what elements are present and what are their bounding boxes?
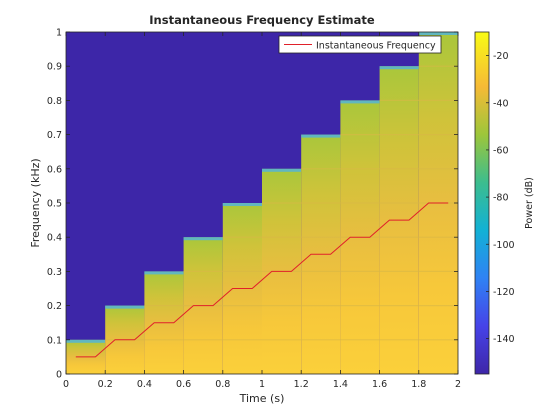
y-tick-label: 0.3	[47, 267, 62, 278]
spectrogram-step-edge	[418, 32, 458, 35]
plot-area	[65, 31, 459, 375]
y-tick-label: 0.7	[47, 130, 62, 141]
x-tick-label: 1.4	[333, 379, 348, 390]
y-tick-label: 0.2	[47, 301, 62, 312]
colorbar-tick-label: -80	[493, 193, 509, 204]
spectrogram-step-edge	[66, 339, 106, 343]
x-tick-label: 1.8	[411, 379, 426, 390]
colorbar-tick-label: -100	[493, 240, 515, 251]
spectrogram-step-edge	[222, 203, 262, 206]
legend-box	[278, 35, 442, 54]
y-tick-label: 1	[56, 28, 62, 39]
colorbar-gradient	[474, 31, 490, 375]
y-tick-label: 0.5	[47, 199, 62, 210]
legend: Instantaneous Frequency	[278, 35, 442, 54]
y-tick-label: 0.4	[47, 233, 62, 244]
x-tick-label: 0.2	[98, 379, 113, 390]
x-tick-label: 0	[63, 379, 69, 390]
spectrogram-step-edge	[379, 66, 419, 70]
colorbar: -20 -40 -60 -80 -100 -120 -140 Power (dB)	[474, 31, 535, 375]
legend-entry-label: Instantaneous Frequency	[316, 41, 436, 52]
y-tick-label: 0.6	[47, 164, 62, 175]
x-axis-label: Time (s)	[239, 392, 285, 405]
colorbar-tick-label: -120	[493, 287, 515, 298]
spectrogram-step-edge	[340, 100, 380, 104]
instantaneous-frequency-line	[75, 202, 449, 358]
colorbar-label: Power (dB)	[524, 177, 535, 229]
colorbar-tick-label: -140	[493, 334, 515, 345]
x-tick-label: 0.4	[137, 379, 152, 390]
x-tick-label: 1.2	[294, 379, 309, 390]
colorbar-tick-label: -40	[493, 98, 509, 109]
y-tick-label: 0.8	[47, 96, 62, 107]
spectrogram-step-edge	[105, 305, 145, 309]
x-tick-label: 0.6	[176, 379, 191, 390]
colorbar-tick-label: -60	[493, 145, 509, 156]
x-tick-label: 2	[455, 379, 461, 390]
spectrogram-step-edge	[144, 271, 184, 275]
y-tick-label: 0.9	[47, 62, 62, 73]
chart-title: Instantaneous Frequency Estimate	[149, 13, 375, 27]
spectrogram-step-edge	[183, 237, 223, 241]
spectrogram-step-edge	[262, 168, 302, 172]
x-tick-label: 0.8	[215, 379, 230, 390]
y-tick-label: 0.1	[47, 335, 62, 346]
colorbar-tick-label: -20	[493, 51, 509, 62]
y-tick-label: 0	[56, 370, 62, 381]
plot-frame	[65, 31, 459, 375]
y-axis-label: Frequency (kHz)	[29, 158, 42, 247]
x-tick-label: 1.6	[372, 379, 387, 390]
spectrogram-step-edge	[301, 134, 341, 138]
x-tick-label: 1	[259, 379, 265, 390]
